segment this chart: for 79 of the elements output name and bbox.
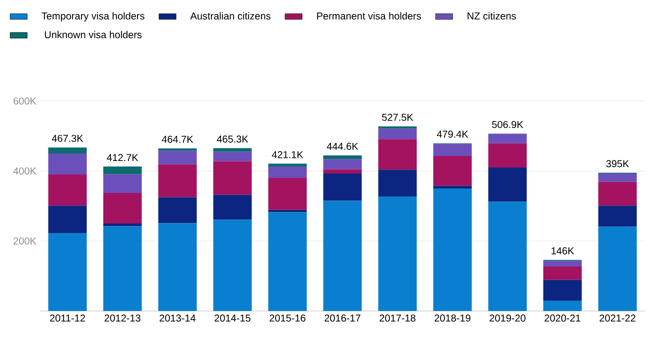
y-tick-label: 400K xyxy=(13,167,36,175)
bar xyxy=(543,300,582,311)
bar xyxy=(48,154,87,175)
y-tick-label: 200K xyxy=(14,237,36,245)
x-tick-label: 2020-21 xyxy=(544,314,580,322)
total-label: 465.3K xyxy=(216,136,248,143)
bar xyxy=(158,150,197,164)
bar xyxy=(103,224,142,226)
bar xyxy=(543,266,582,280)
total-label: 444.6K xyxy=(326,142,358,150)
total-label: 146K xyxy=(552,247,574,254)
bar xyxy=(268,212,307,311)
bar xyxy=(268,210,307,212)
bar xyxy=(268,166,307,178)
x-tick-label: 2018-19 xyxy=(434,314,470,322)
bar xyxy=(323,169,362,174)
bar xyxy=(48,206,87,233)
bar xyxy=(158,197,197,224)
x-tick-label: 2015-16 xyxy=(270,314,306,322)
bar xyxy=(598,173,637,182)
total-label: 527.5K xyxy=(382,114,414,121)
bar xyxy=(598,206,637,227)
bar xyxy=(543,260,582,267)
bar xyxy=(378,196,417,311)
bar xyxy=(598,226,637,311)
bar xyxy=(543,280,582,301)
bar xyxy=(48,232,87,311)
total-label: 506.9K xyxy=(492,120,524,128)
bar xyxy=(103,166,142,174)
bar xyxy=(48,174,87,206)
bar xyxy=(488,134,527,144)
bar xyxy=(488,168,527,202)
bar xyxy=(213,148,252,152)
bar xyxy=(323,155,362,160)
x-tick-label: 2021-22 xyxy=(600,314,636,322)
x-tick-label: 2013-14 xyxy=(160,314,196,322)
bar xyxy=(158,164,197,198)
y-tick-label: 600K xyxy=(14,97,36,105)
bar xyxy=(268,178,307,210)
bar xyxy=(433,156,472,186)
bar xyxy=(378,170,417,197)
bar xyxy=(433,144,472,156)
bar xyxy=(323,173,362,201)
total-label: 479.4K xyxy=(436,130,468,138)
bar xyxy=(323,200,362,311)
x-tick-label: 2014-15 xyxy=(214,314,250,322)
total-label: 467.3K xyxy=(52,134,84,142)
bar xyxy=(213,161,252,195)
bar xyxy=(598,182,637,206)
bar xyxy=(103,193,142,224)
bar xyxy=(268,164,307,166)
bar xyxy=(213,152,252,162)
legend-label: Unknown visa holders xyxy=(44,30,142,38)
x-tick-label: 2016-17 xyxy=(324,314,360,322)
x-tick-label: 2019-20 xyxy=(490,314,526,322)
legend-label: Australian citizens xyxy=(190,12,270,20)
x-tick-label: 2017-18 xyxy=(380,314,416,322)
bar xyxy=(48,147,87,154)
bar xyxy=(103,226,142,311)
total-label: 395K xyxy=(606,160,630,168)
legend-label: NZ citizens xyxy=(468,12,516,20)
bar xyxy=(213,220,252,311)
x-tick-label: 2011-12 xyxy=(50,314,85,322)
bar xyxy=(488,202,527,311)
bar xyxy=(433,186,472,188)
bar xyxy=(158,223,197,311)
legend-label: Temporary visa holders xyxy=(42,12,144,22)
total-label: 464.7K xyxy=(162,136,194,143)
bar xyxy=(378,128,417,140)
x-tick-label: 2012-13 xyxy=(104,314,140,322)
bar xyxy=(213,194,252,220)
bar xyxy=(323,159,362,170)
bar xyxy=(433,188,472,311)
total-label: 421.1K xyxy=(272,151,304,158)
legend-label: Permanent visa holders xyxy=(317,12,421,20)
bar xyxy=(488,143,527,168)
total-label: 412.7K xyxy=(106,154,138,162)
bar xyxy=(103,174,142,194)
bar xyxy=(378,139,417,170)
